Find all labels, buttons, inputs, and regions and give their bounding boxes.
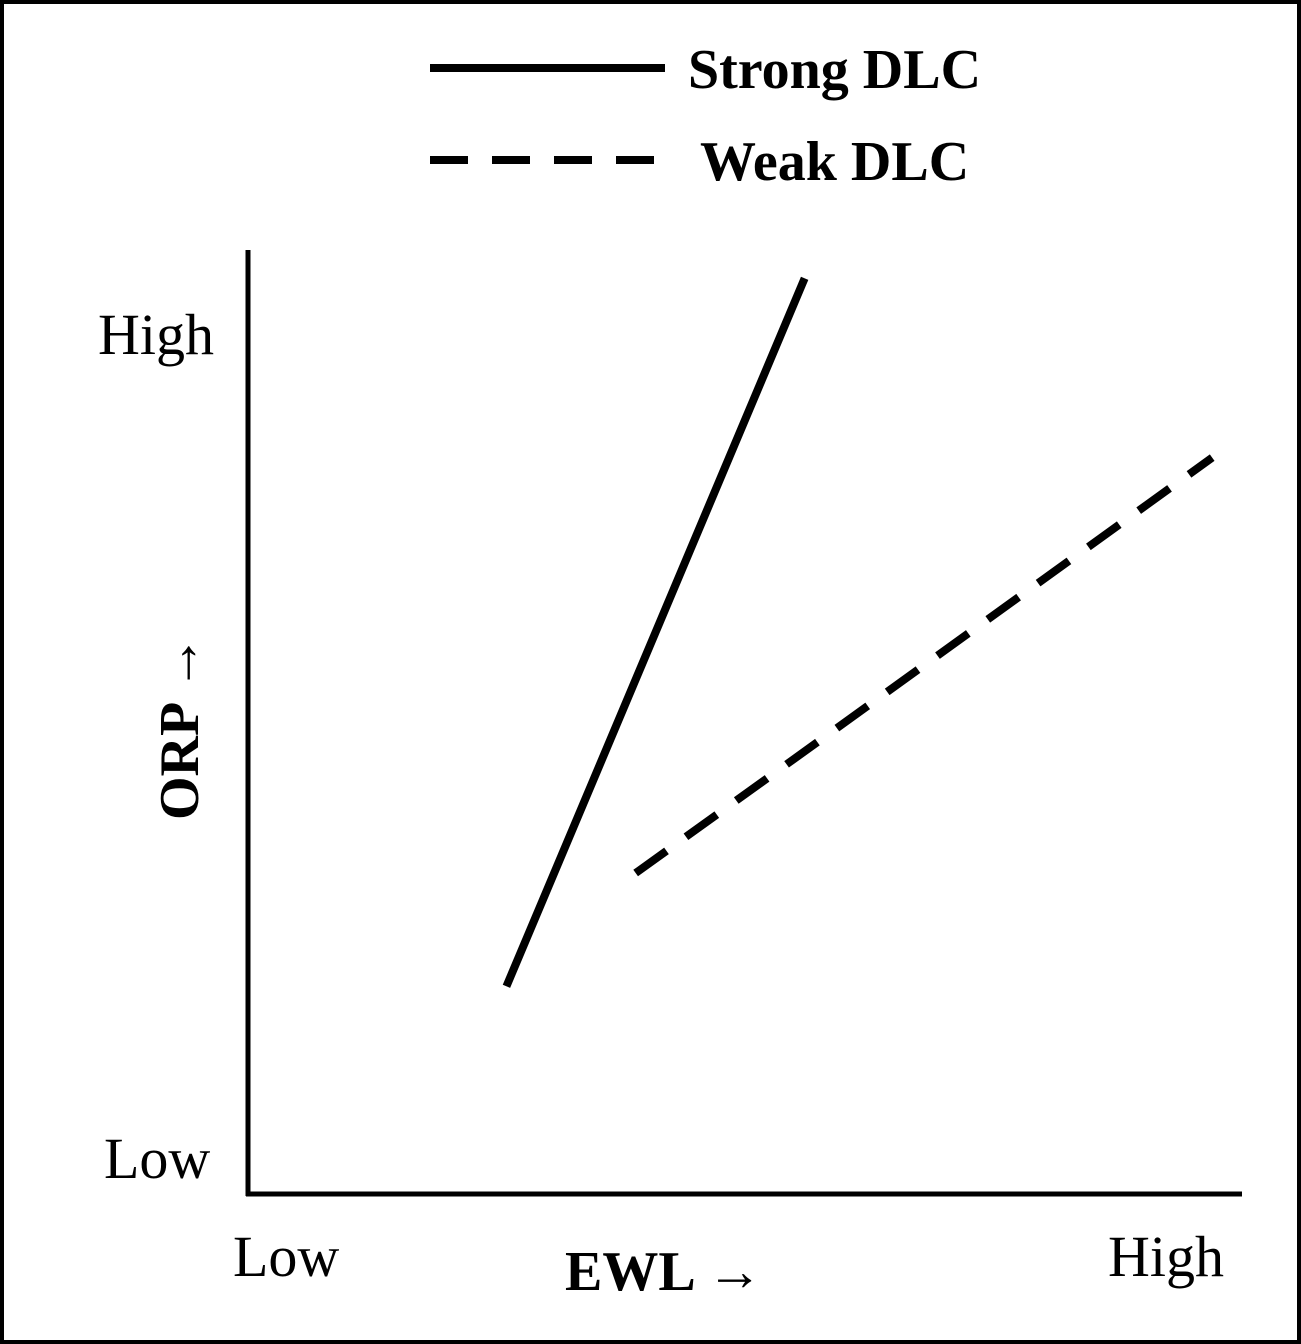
x-tick-low: Low xyxy=(233,1224,339,1289)
y-tick-high: High xyxy=(98,302,214,367)
legend-label-weak: Weak DLC xyxy=(700,131,969,193)
series-line-strong-dlc xyxy=(502,276,809,988)
y-axis-title: ORP → xyxy=(149,635,211,820)
legend: Strong DLC Weak DLC xyxy=(430,39,981,193)
x-axis-title: EWL → xyxy=(565,1241,763,1303)
x-tick-high: High xyxy=(1108,1224,1224,1289)
legend-label-strong: Strong DLC xyxy=(688,39,981,101)
y-tick-low: Low xyxy=(104,1126,210,1191)
series-line-weak-dlc xyxy=(633,454,1215,877)
